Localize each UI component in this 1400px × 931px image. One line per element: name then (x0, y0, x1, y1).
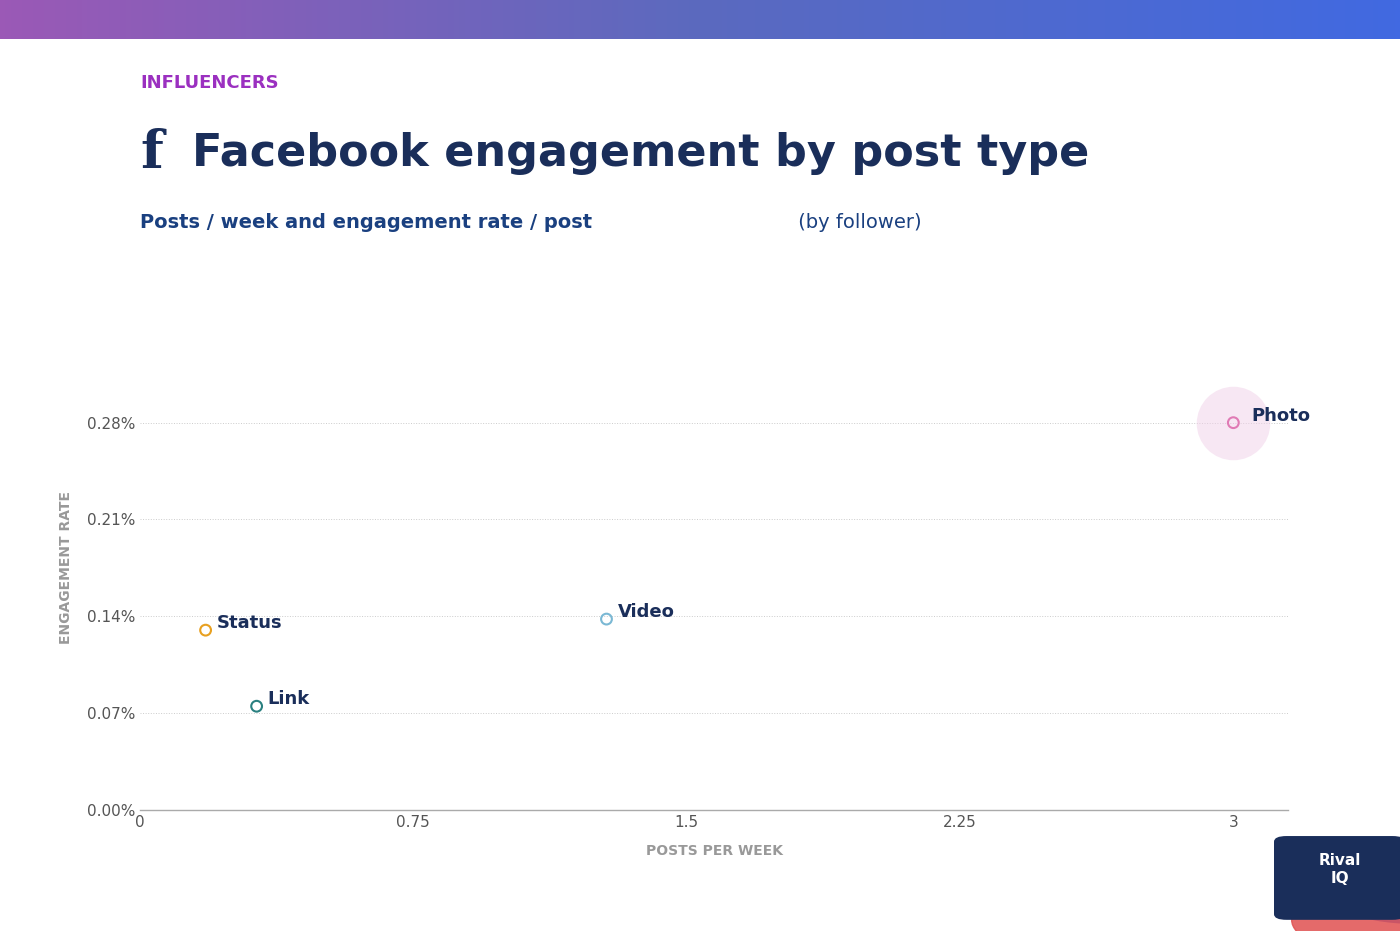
Point (1222, 415, 1245, 430)
Text: Posts / week and engagement rate / post: Posts / week and engagement rate / post (140, 213, 592, 232)
FancyBboxPatch shape (1274, 836, 1400, 920)
Text: Status: Status (217, 614, 283, 632)
Text: INFLUENCERS: INFLUENCERS (140, 74, 279, 92)
Text: Video: Video (617, 603, 675, 621)
Y-axis label: ENGAGEMENT RATE: ENGAGEMENT RATE (59, 492, 73, 644)
Point (595, 612, 617, 627)
Text: f: f (140, 128, 162, 179)
Text: Rival
IQ: Rival IQ (1319, 854, 1361, 885)
Point (245, 699, 267, 714)
Point (1222, 415, 1245, 430)
Text: Photo: Photo (1252, 407, 1310, 425)
Text: Facebook engagement by post type: Facebook engagement by post type (192, 132, 1089, 175)
X-axis label: POSTS PER WEEK: POSTS PER WEEK (645, 843, 783, 857)
Point (195, 623, 217, 638)
Text: (by follower): (by follower) (792, 213, 923, 232)
Circle shape (1292, 888, 1400, 931)
Circle shape (1317, 838, 1400, 924)
Text: Link: Link (267, 690, 309, 708)
